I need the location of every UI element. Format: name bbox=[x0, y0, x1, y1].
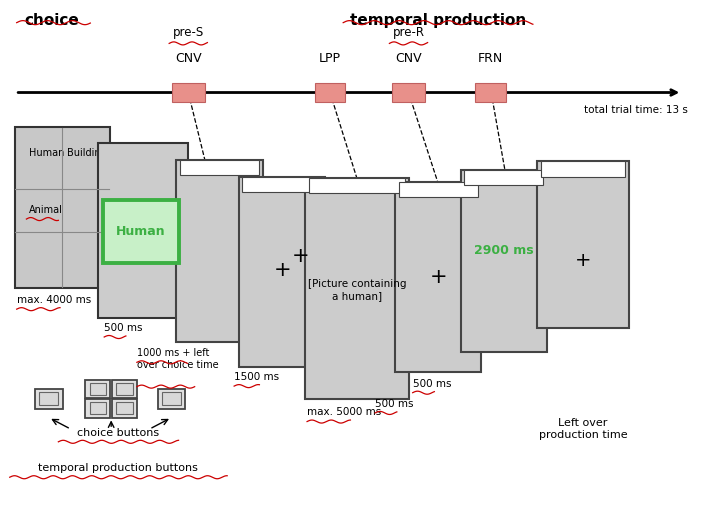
FancyBboxPatch shape bbox=[305, 178, 409, 399]
Text: FRN: FRN bbox=[478, 52, 503, 65]
Text: 1500 ms: 1500 ms bbox=[234, 372, 279, 382]
Text: 2900 ms: 2900 ms bbox=[474, 244, 533, 257]
Text: [Picture containing
a human]: [Picture containing a human] bbox=[308, 279, 407, 301]
FancyBboxPatch shape bbox=[116, 403, 132, 414]
Text: choice buttons: choice buttons bbox=[77, 428, 159, 438]
FancyBboxPatch shape bbox=[14, 127, 110, 288]
FancyBboxPatch shape bbox=[98, 143, 188, 318]
Text: +: + bbox=[291, 245, 309, 266]
Text: Left over
production time: Left over production time bbox=[538, 418, 627, 440]
Text: temporal production: temporal production bbox=[350, 13, 525, 27]
FancyBboxPatch shape bbox=[315, 83, 345, 102]
FancyBboxPatch shape bbox=[39, 392, 58, 406]
Text: LPP: LPP bbox=[319, 52, 341, 65]
FancyBboxPatch shape bbox=[540, 161, 625, 177]
FancyBboxPatch shape bbox=[85, 399, 110, 417]
Text: +: + bbox=[429, 267, 447, 287]
FancyBboxPatch shape bbox=[177, 160, 263, 342]
FancyBboxPatch shape bbox=[399, 182, 478, 197]
Text: max. 4000 ms: max. 4000 ms bbox=[16, 295, 91, 305]
FancyBboxPatch shape bbox=[116, 383, 132, 395]
FancyBboxPatch shape bbox=[461, 170, 547, 352]
FancyBboxPatch shape bbox=[90, 403, 106, 414]
FancyBboxPatch shape bbox=[103, 201, 179, 263]
FancyBboxPatch shape bbox=[309, 178, 405, 193]
Text: max. 5000 ms: max. 5000 ms bbox=[307, 407, 382, 417]
FancyBboxPatch shape bbox=[180, 160, 259, 175]
Text: 1000 ms + left
over choice time: 1000 ms + left over choice time bbox=[137, 348, 219, 370]
Text: pre-S: pre-S bbox=[172, 26, 204, 39]
Text: +: + bbox=[575, 251, 591, 270]
Text: +: + bbox=[273, 260, 291, 279]
Text: temporal production buttons: temporal production buttons bbox=[38, 463, 198, 473]
Text: 500 ms: 500 ms bbox=[413, 379, 451, 388]
FancyBboxPatch shape bbox=[157, 389, 186, 409]
FancyBboxPatch shape bbox=[475, 83, 506, 102]
FancyBboxPatch shape bbox=[85, 380, 110, 398]
Text: total trial time: 13 s: total trial time: 13 s bbox=[584, 105, 688, 115]
Text: Human: Human bbox=[29, 148, 65, 158]
FancyBboxPatch shape bbox=[464, 170, 543, 185]
Text: CNV: CNV bbox=[395, 52, 422, 65]
Text: Human: Human bbox=[115, 225, 165, 238]
Text: Animal: Animal bbox=[29, 205, 63, 215]
FancyBboxPatch shape bbox=[239, 177, 325, 367]
FancyBboxPatch shape bbox=[90, 383, 106, 395]
FancyBboxPatch shape bbox=[537, 161, 629, 328]
FancyBboxPatch shape bbox=[392, 83, 425, 102]
Text: choice: choice bbox=[25, 13, 80, 27]
Text: Building: Building bbox=[68, 148, 107, 158]
Text: 500 ms: 500 ms bbox=[375, 399, 414, 409]
FancyBboxPatch shape bbox=[395, 182, 481, 373]
Text: CNV: CNV bbox=[175, 52, 201, 65]
FancyBboxPatch shape bbox=[162, 392, 181, 406]
FancyBboxPatch shape bbox=[112, 380, 137, 398]
Text: pre-R: pre-R bbox=[392, 26, 424, 39]
FancyBboxPatch shape bbox=[242, 177, 322, 192]
FancyBboxPatch shape bbox=[172, 83, 205, 102]
FancyBboxPatch shape bbox=[35, 389, 63, 409]
FancyBboxPatch shape bbox=[112, 399, 137, 417]
Text: 500 ms: 500 ms bbox=[104, 323, 142, 333]
